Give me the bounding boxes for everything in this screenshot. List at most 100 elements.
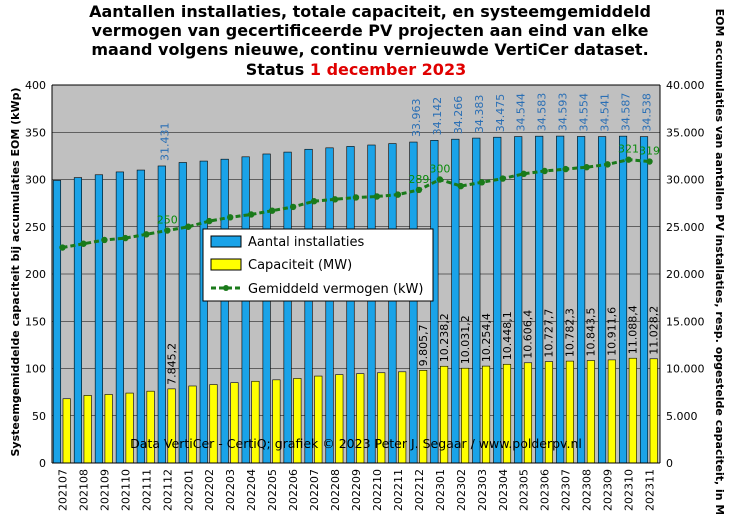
y-tick-right-10-000: 10.000 [666, 363, 705, 376]
point-vermogen-202305 [520, 170, 527, 178]
point-vermogen-202108 [80, 240, 87, 247]
bar-installaties-202107 [52, 180, 62, 464]
data-label-capaciteit-202301: 10.238,2 [438, 313, 451, 362]
x-tick-202310: 202310 [623, 469, 636, 511]
point-vermogen-202301 [436, 176, 444, 183]
bar-capaciteit-202202 [209, 384, 218, 464]
bar-installaties-202301 [430, 140, 439, 464]
legend-swatch-installaties [210, 235, 242, 248]
data-label-capaciteit-202303: 10.254,4 [480, 313, 493, 362]
y-tick-left-100: 100 [25, 363, 46, 376]
y-tick-right-40-000: 40.000 [666, 79, 705, 92]
y-tick-right-25-000: 25.000 [666, 221, 705, 234]
x-tick-202308: 202308 [581, 469, 594, 511]
x-tick-202111: 202111 [140, 469, 153, 511]
x-tick-202304: 202304 [497, 469, 510, 511]
bar-installaties-202206 [283, 151, 292, 464]
point-vermogen-202310 [625, 156, 632, 163]
data-label-vermogen-202301: 300 [429, 163, 450, 176]
point-vermogen-202206 [289, 203, 297, 211]
data-label-capaciteit-202308: 10.843,5 [585, 308, 598, 357]
bar-installaties-202309 [598, 136, 607, 464]
point-vermogen-202309 [604, 161, 611, 168]
x-tick-202201: 202201 [182, 469, 195, 511]
data-label-capaciteit-202309: 10.911,6 [606, 307, 619, 356]
data-label-capaciteit-202112: 7.845,2 [165, 343, 178, 385]
bar-capaciteit-202308 [586, 360, 595, 464]
y-tick-left-400: 400 [25, 79, 46, 92]
x-tick-202211: 202211 [392, 469, 405, 511]
data-label-capaciteit-202305: 10.606,4 [522, 310, 535, 359]
point-vermogen-202107 [59, 244, 66, 251]
data-label-installaties-202307: 34.593 [557, 93, 570, 132]
point-vermogen-202212 [415, 186, 423, 194]
y-tick-left-250: 250 [25, 221, 46, 234]
legend-swatch-capaciteit [210, 258, 242, 271]
point-vermogen-202202 [206, 217, 213, 225]
bar-installaties-202302 [451, 138, 460, 464]
bar-installaties-202205 [262, 153, 271, 464]
data-label-installaties-202305: 34.544 [515, 93, 528, 132]
status-date: 1 december 2023 [310, 60, 466, 79]
data-label-installaties-202309: 34.541 [599, 93, 612, 132]
point-vermogen-202207 [310, 198, 318, 205]
y-axis-label-right: EOM accumulaties van aantallen PV instal… [713, 9, 726, 514]
bar-installaties-202111 [136, 169, 145, 464]
bar-installaties-202211 [388, 143, 397, 464]
data-label-installaties-202212: 33.963 [410, 99, 423, 138]
y-tick-right-15-000: 15.000 [666, 315, 705, 328]
data-label-installaties-202301: 34.142 [431, 97, 444, 136]
bar-installaties-202308 [577, 136, 586, 464]
title-line-1: Aantallen installaties, totale capacitei… [89, 2, 651, 21]
point-vermogen-202201 [185, 223, 192, 230]
credit-text: Data VertiCer - CertiQ; grafiek © 2023 P… [130, 436, 582, 451]
bar-capaciteit-202201 [188, 385, 197, 464]
x-tick-202208: 202208 [329, 469, 342, 511]
legend-label-capaciteit: Capaciteit (MW) [248, 258, 352, 273]
y-tick-right-35-000: 35.000 [666, 126, 705, 139]
point-vermogen-202308 [583, 164, 590, 171]
chart-title: Aantallen installaties, totale capacitei… [89, 2, 651, 79]
bar-installaties-202207 [304, 148, 313, 464]
bar-installaties-202208 [325, 147, 334, 464]
bar-installaties-202108 [73, 177, 82, 464]
x-tick-202110: 202110 [119, 469, 132, 511]
point-vermogen-202306 [541, 167, 548, 175]
data-label-vermogen-202311: 319 [639, 145, 660, 158]
point-vermogen-202208 [331, 196, 339, 203]
bar-installaties-202307 [556, 135, 565, 464]
data-label-capaciteit-202304: 10.448,1 [501, 311, 514, 360]
point-vermogen-202204 [247, 211, 255, 218]
data-label-capaciteit-202310: 11.088,4 [627, 305, 640, 354]
data-label-installaties-202310: 34.587 [620, 93, 633, 132]
bar-installaties-202201 [178, 162, 187, 464]
bar-installaties-202305 [514, 136, 523, 464]
x-tick-202311: 202311 [644, 469, 657, 511]
data-label-installaties-202302: 34.266 [452, 96, 465, 135]
point-vermogen-202311 [646, 158, 653, 165]
point-vermogen-202209 [352, 194, 360, 201]
legend-marker-vermogen [223, 285, 229, 291]
data-label-capaciteit-202306: 10.727,7 [543, 309, 556, 358]
y-tick-right-20-000: 20.000 [666, 268, 705, 281]
bar-capaciteit-202310 [628, 357, 637, 464]
y-axis-label-left: Systeemgemiddelde capaciteit bij accumul… [9, 87, 22, 456]
point-vermogen-202111 [143, 231, 150, 238]
data-label-installaties-202308: 34.554 [578, 93, 591, 132]
bar-installaties-202310 [619, 135, 628, 464]
title-line-2: vermogen van gecertificeerde PV projecte… [92, 21, 649, 40]
x-tick-202210: 202210 [371, 469, 384, 511]
data-label-capaciteit-202307: 10.782,3 [564, 308, 577, 357]
bar-capaciteit-202311 [649, 358, 658, 464]
x-tick-202206: 202206 [287, 469, 300, 511]
y-tick-right-30-000: 30.000 [666, 174, 705, 187]
bar-capaciteit-202309 [607, 359, 616, 464]
y-tick-right-0: 0 [666, 457, 673, 470]
x-tick-202306: 202306 [539, 469, 552, 511]
bar-installaties-202110 [115, 171, 124, 464]
data-label-installaties-202112: 31.431 [158, 122, 171, 161]
bar-capaciteit-202108 [83, 395, 92, 464]
data-label-vermogen-202212: 289 [408, 173, 429, 186]
x-tick-202109: 202109 [98, 469, 111, 511]
